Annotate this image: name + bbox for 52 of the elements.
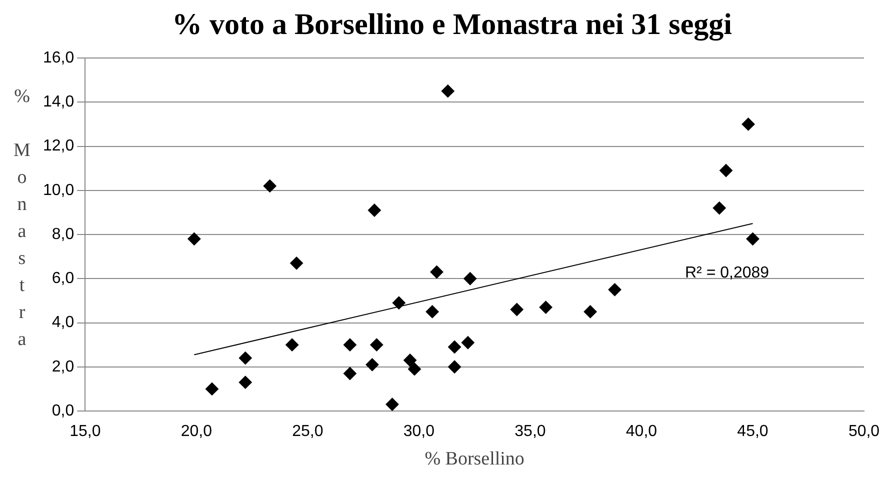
y-tick-label: 10,0 [43,182,74,199]
x-axis-title: % Borsellino [424,448,524,470]
y-tick-label: 14,0 [43,94,74,111]
x-tick-label: 50,0 [848,423,880,440]
point [430,266,444,279]
point [290,256,304,270]
point [263,179,276,192]
point [742,118,755,131]
point [464,272,477,286]
point [608,283,622,296]
y-tick-label: 16,0 [43,49,74,66]
x-tick-label: 20,0 [180,423,212,440]
point [392,296,406,310]
text: % Monastra [14,86,30,350]
point [404,354,417,367]
point [510,303,524,316]
point [720,164,733,178]
point [343,366,356,380]
point [343,338,356,352]
point [539,300,552,314]
y-tick-label: 6,0 [52,270,74,288]
point [441,84,454,98]
point [746,232,760,246]
point [286,338,299,352]
point [238,376,252,389]
point [368,204,381,217]
point [712,202,726,215]
point [448,340,462,354]
point [370,338,384,352]
y-tick-label: 0,0 [52,402,74,420]
point [448,360,462,374]
point [366,358,379,372]
x-tick-label: 45,0 [737,423,768,440]
point [426,305,439,318]
x-tick-label: 25,0 [292,423,324,440]
x-tick-label: 15,0 [70,423,101,440]
point [188,232,201,246]
point [408,362,421,376]
y-tick-label: 12,0 [43,138,74,155]
point [461,336,474,350]
x-tick-label: 35,0 [514,423,546,440]
point [205,382,218,396]
y-tick-label: 8,0 [52,226,74,243]
x-tick-label: 30,0 [403,423,435,440]
point [386,398,399,411]
point [584,305,597,318]
y-tick-label: 2,0 [52,358,74,376]
chart-title: % voto a Borsellino e Monastra nei 31 seggi [172,8,732,41]
point [238,352,252,365]
y-tick-label: 4,0 [52,314,74,332]
annotation: R² = 0,2089 [685,264,770,282]
x-tick-label: 40,0 [626,423,658,440]
